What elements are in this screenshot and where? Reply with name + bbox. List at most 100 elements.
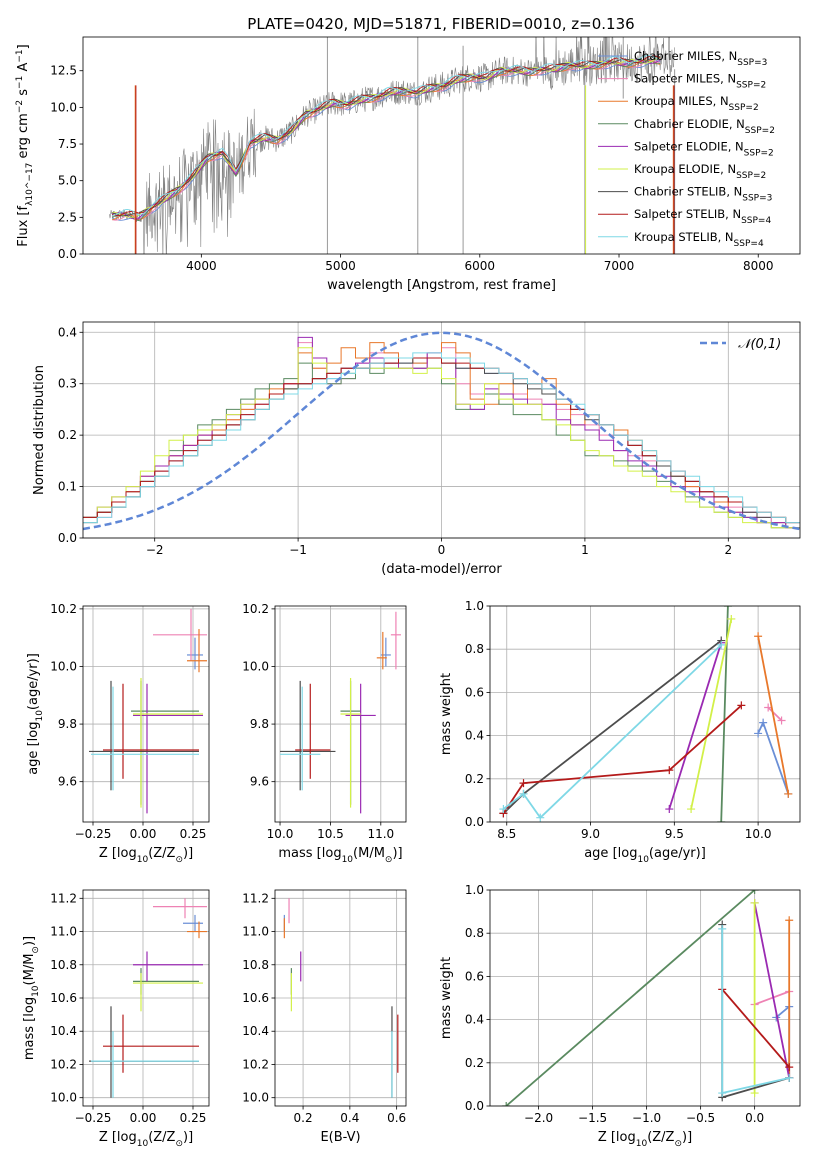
axes-frame <box>82 605 210 823</box>
y-tick-label: 1.0 <box>465 599 484 613</box>
legend-entry: Kroupa ELODIE, NSSP=2 <box>634 162 766 181</box>
y-tick-label: 0.0 <box>465 815 484 829</box>
mass-weight-line <box>690 618 733 810</box>
mass-weight-marker <box>785 1073 794 1082</box>
plot-body <box>283 898 399 1098</box>
mass-weight-marker <box>785 1063 794 1072</box>
y-tick-label: 10.6 <box>50 991 77 1005</box>
mass-weight-line <box>502 644 722 820</box>
y-tick-label: 0.0 <box>465 1099 484 1113</box>
age-vs-mass-axes: 10.0 10.5 11.0 9.6 9.8 10.0 10.2 mass [log10(M/… <box>242 602 407 865</box>
mass-weight-marker <box>717 640 726 649</box>
x-tick-label: −1.0 <box>632 1111 661 1125</box>
x-tick-label: 10.0 <box>267 827 294 841</box>
y-tick-label: 12.5 <box>50 64 77 78</box>
y-tick-label: 10.2 <box>50 1057 77 1071</box>
x-axis-label: E(B-V) <box>320 1130 360 1145</box>
x-axis-label: (data-model)/error <box>381 562 502 577</box>
mass-weight-marker <box>665 805 674 814</box>
y-axis-label: mass weight <box>439 673 454 755</box>
y-tick-label: 11.0 <box>50 925 77 939</box>
x-tick-label: −2 <box>146 543 164 557</box>
mass-weight-marker <box>727 614 736 623</box>
mass-weight-line <box>502 704 743 814</box>
model-fit-line <box>112 55 661 216</box>
observed-spectrum <box>109 37 675 254</box>
y-tick-label: 0.6 <box>465 685 484 699</box>
grid-lines <box>275 606 406 822</box>
mass-weight-marker <box>723 606 732 610</box>
plot-body <box>89 608 207 814</box>
y-tick-label: 0.0 <box>58 531 77 545</box>
x-axis-label: Z [log10(Z/Z⊙)] <box>99 846 193 865</box>
x-tick-label: 0.4 <box>340 1111 359 1125</box>
mass-weight-marker <box>536 813 545 822</box>
mass-weight-marker <box>499 805 508 814</box>
legend-entry: Salpeter STELIB, NSSP=4 <box>634 207 771 226</box>
mass-weight-line <box>753 902 791 1079</box>
model-fit-line <box>112 55 661 217</box>
x-tick-label: 0 <box>438 543 446 557</box>
y-tick-label: 9.6 <box>250 775 269 789</box>
plot-body <box>109 37 676 254</box>
legend-entry: Kroupa MILES, NSSP=2 <box>634 94 759 113</box>
axes-frame <box>274 605 407 823</box>
y-tick-label: 0.0 <box>58 247 77 261</box>
x-tick-label: 8000 <box>743 259 774 273</box>
mass-vs-extinction-axes: 0.2 0.4 0.6 10.0 10.2 10.4 10.6 10.8 11.0 11.2 E(B… <box>242 889 407 1145</box>
x-tick-label: 1 <box>581 543 589 557</box>
x-tick-label: 11.0 <box>367 827 394 841</box>
mass-weight-line <box>668 642 723 810</box>
x-tick-label: 10.5 <box>317 827 344 841</box>
y-tick-label: 9.8 <box>250 717 269 731</box>
x-tick-label: 0.25 <box>180 1111 207 1125</box>
y-tick-label: 0.8 <box>465 642 484 656</box>
y-tick-label: 9.8 <box>58 717 77 731</box>
mass-weight-line <box>754 990 790 1006</box>
mass-weight-marker <box>750 1089 759 1098</box>
mass-weight-vs-age-axes: 8.5 9.0 9.5 10.0 0.0 0.2 0.4 0.6 0.8 1.0 age [log1… <box>439 599 801 865</box>
axes-frame <box>274 889 407 1107</box>
mass-weight-marker <box>754 729 763 738</box>
y-tick-label: 0.2 <box>58 428 77 442</box>
y-tick-label: 0.6 <box>465 969 484 983</box>
x-axis-label: Z [log10(Z/Z⊙)] <box>99 1130 193 1149</box>
legend-entry: Chabrier ELODIE, NSSP=2 <box>634 117 775 136</box>
grid-lines <box>275 890 406 1106</box>
y-tick-label: 1.0 <box>465 883 484 897</box>
x-tick-label: 9.0 <box>581 827 600 841</box>
y-tick-label: 10.0 <box>50 100 77 114</box>
x-tick-label: 7000 <box>604 259 635 273</box>
gaussian-curve <box>83 331 800 531</box>
mass-weight-marker <box>750 898 759 907</box>
x-tick-label: −0.5 <box>686 1111 715 1125</box>
mass-weight-marker <box>519 789 528 798</box>
y-tick-label: 0.4 <box>465 729 484 743</box>
y-tick-label: 0.2 <box>465 772 484 786</box>
mass-weight-vs-metallicity-axes: −2.0 −1.5 −1.0 −0.5 0.0 0.0 0.2 0.4 0.6 0.8 1.0 Z [… <box>439 883 801 1149</box>
axes-frame <box>489 605 801 823</box>
gaussian-legend-label: 𝒩(0,1) <box>738 337 781 352</box>
x-tick-label: 0.2 <box>294 1111 313 1125</box>
mass-weight-line <box>721 988 790 1068</box>
legend-entry: Kroupa STELIB, NSSP=4 <box>634 230 764 249</box>
y-tick-label: 10.8 <box>50 958 77 972</box>
x-tick-label: 0.6 <box>387 1111 406 1125</box>
y-tick-label: 10.0 <box>50 659 77 673</box>
mass-weight-marker <box>502 1102 511 1106</box>
y-axis-label: mass [log10(M/M⊙)] <box>22 936 41 1060</box>
x-tick-label: 4000 <box>186 259 217 273</box>
y-tick-label: 0.3 <box>58 377 77 391</box>
y-tick-label: 0.4 <box>465 1013 484 1027</box>
y-tick-label: 10.0 <box>50 1091 77 1105</box>
residual-histogram-step <box>83 347 800 529</box>
mass-weight-line <box>757 636 790 795</box>
mass-weight-marker <box>687 805 696 814</box>
mass-weight-marker <box>717 818 726 822</box>
mass-weight-marker <box>784 789 793 798</box>
plot-body <box>83 331 800 531</box>
y-tick-label: 10.2 <box>50 602 77 616</box>
axes-frame <box>82 889 210 1107</box>
y-tick-label: 0.1 <box>58 480 77 494</box>
